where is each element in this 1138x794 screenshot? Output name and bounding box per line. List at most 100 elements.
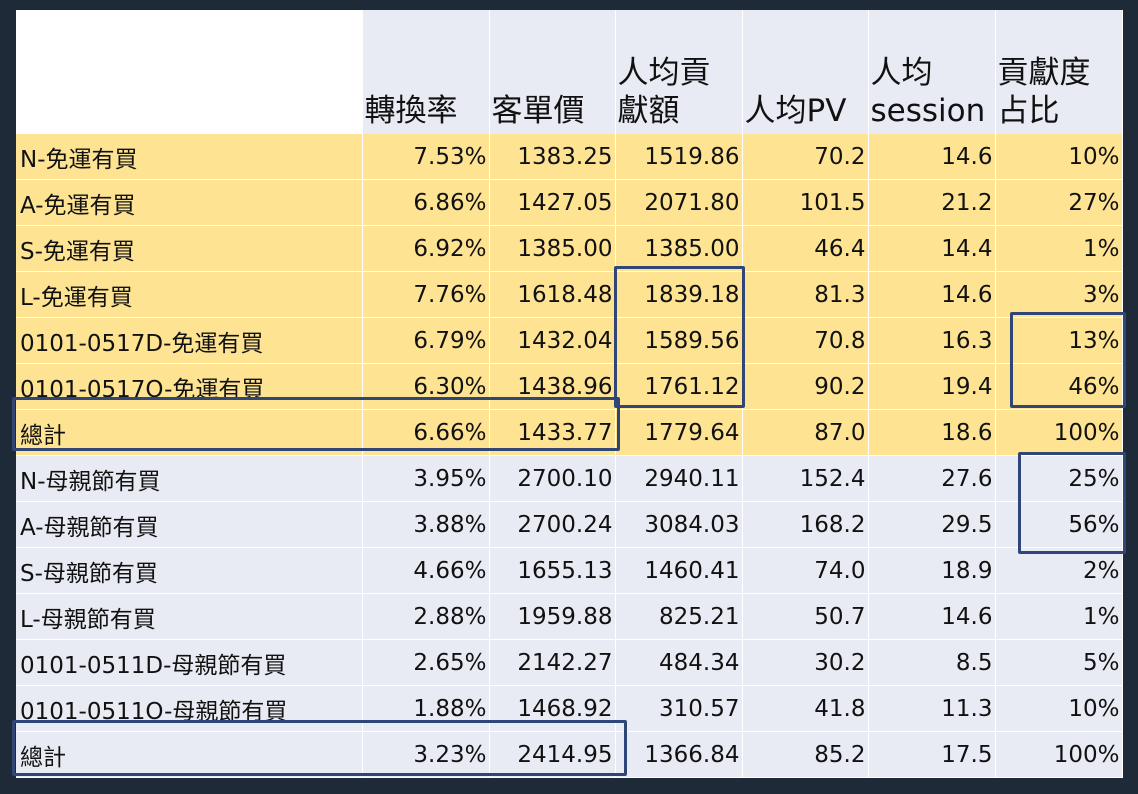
- table-cell: 1.88%: [362, 685, 490, 732]
- table-cell: 1383.25: [489, 134, 616, 180]
- table-cell: 46.4: [742, 225, 869, 272]
- table-row: S-母親節有買 4.66% 1655.13 1460.41 74.0 18.9 2%: [16, 547, 1123, 594]
- table-row: L-免運有買 7.76% 1618.48 1839.18 81.3 14.6 3%: [16, 271, 1123, 318]
- table-cell: 50.7: [742, 593, 869, 640]
- table-cell: 2071.80: [615, 179, 743, 226]
- table-cell: 101.5: [742, 179, 869, 226]
- table-cell: 1385.00: [615, 225, 743, 272]
- table-cell: 6.30%: [362, 363, 490, 410]
- table-cell: 46%: [995, 363, 1123, 410]
- row-label: L-母親節有買: [16, 593, 363, 640]
- table-cell: 41.8: [742, 685, 869, 732]
- table-cell: 825.21: [615, 593, 743, 640]
- table-body: N-免運有買 7.53% 1383.25 1519.86 70.2 14.6 10% A-免運…: [16, 134, 1123, 778]
- table-cell: 70.8: [742, 317, 869, 364]
- table-cell: 13%: [995, 317, 1123, 364]
- table-cell: 2142.27: [489, 639, 616, 686]
- table-cell: 6.86%: [362, 179, 490, 226]
- table-cell: 16.3: [868, 317, 996, 364]
- table-cell: 1839.18: [615, 271, 743, 318]
- table-cell: 1655.13: [489, 547, 616, 594]
- table-cell: 1366.84: [615, 731, 743, 778]
- table-cell: 1433.77: [489, 409, 616, 456]
- row-label: N-免運有買: [16, 134, 363, 180]
- row-label: L-免運有買: [16, 271, 363, 318]
- table-row: N-免運有買 7.53% 1383.25 1519.86 70.2 14.6 10%: [16, 134, 1123, 180]
- table-cell: 6.92%: [362, 225, 490, 272]
- table-cell: 56%: [995, 501, 1123, 548]
- table-cell: 100%: [995, 731, 1123, 778]
- table-cell: 310.57: [615, 685, 743, 732]
- table-cell: 3.23%: [362, 731, 490, 778]
- table-cell: 6.66%: [362, 409, 490, 456]
- table-cell: 1468.92: [489, 685, 616, 732]
- table-cell: 2414.95: [489, 731, 616, 778]
- row-label: S-免運有買: [16, 225, 363, 272]
- table-row: 0101-0511D-母親節有買 2.65% 2142.27 484.34 30.2 8.…: [16, 639, 1123, 686]
- table-cell: 18.6: [868, 409, 996, 456]
- row-label: 總計: [16, 731, 363, 778]
- table-cell: 1618.48: [489, 271, 616, 318]
- table-cell: 6.79%: [362, 317, 490, 364]
- table-cell: 70.2: [742, 134, 869, 180]
- table-cell: 17.5: [868, 731, 996, 778]
- table-row: S-免運有買 6.92% 1385.00 1385.00 46.4 14.4 1%: [16, 225, 1123, 272]
- table-row: N-母親節有買 3.95% 2700.10 2940.11 152.4 27.6 25%: [16, 455, 1123, 502]
- table-cell: 10%: [995, 685, 1123, 732]
- table-cell: 81.3: [742, 271, 869, 318]
- table-cell: 2700.10: [489, 455, 616, 502]
- table-cell: 21.2: [868, 179, 996, 226]
- table-cell: 1432.04: [489, 317, 616, 364]
- table-cell: 87.0: [742, 409, 869, 456]
- table-cell: 168.2: [742, 501, 869, 548]
- table-cell: 25%: [995, 455, 1123, 502]
- table-cell: 1438.96: [489, 363, 616, 410]
- table-cell: 14.6: [868, 593, 996, 640]
- row-label: 0101-0511O-母親節有買: [16, 685, 363, 732]
- row-label: A-母親節有買: [16, 501, 363, 548]
- table-row: 總計 6.66% 1433.77 1779.64 87.0 18.6 100%: [16, 409, 1123, 456]
- table-cell: 27.6: [868, 455, 996, 502]
- table-cell: 1385.00: [489, 225, 616, 272]
- table-cell: 2.65%: [362, 639, 490, 686]
- table-row: A-免運有買 6.86% 1427.05 2071.80 101.5 21.2 27%: [16, 179, 1123, 226]
- table-row: 0101-0517O-免運有買 6.30% 1438.96 1761.12 90.2 19…: [16, 363, 1123, 410]
- header-contribution-share: 貢獻度 占比: [995, 10, 1123, 134]
- table-row: 總計 3.23% 2414.95 1366.84 85.2 17.5 100%: [16, 731, 1123, 778]
- table-cell: 85.2: [742, 731, 869, 778]
- row-label: S-母親節有買: [16, 547, 363, 594]
- table-cell: 90.2: [742, 363, 869, 410]
- table-cell: 484.34: [615, 639, 743, 686]
- table-cell: 2940.11: [615, 455, 743, 502]
- header-pv-per-user: 人均PV: [742, 10, 869, 134]
- table-cell: 1589.56: [615, 317, 743, 364]
- table-cell: 100%: [995, 409, 1123, 456]
- table-row: 0101-0511O-母親節有買 1.88% 1468.92 310.57 41.8 11…: [16, 685, 1123, 732]
- table-cell: 10%: [995, 134, 1123, 180]
- table-row: 0101-0517D-免運有買 6.79% 1432.04 1589.56 70.8 16…: [16, 317, 1123, 364]
- row-label: 0101-0517O-免運有買: [16, 363, 363, 410]
- table-cell: 2.88%: [362, 593, 490, 640]
- table-cell: 3.88%: [362, 501, 490, 548]
- header-session-per-user: 人均 session: [868, 10, 996, 134]
- row-label: A-免運有買: [16, 179, 363, 226]
- table-cell: 1%: [995, 593, 1123, 640]
- table-cell: 19.4: [868, 363, 996, 410]
- table-cell: 7.76%: [362, 271, 490, 318]
- table-row: A-母親節有買 3.88% 2700.24 3084.03 168.2 29.5 56%: [16, 501, 1123, 548]
- table-cell: 152.4: [742, 455, 869, 502]
- header-label-blank: [16, 10, 363, 134]
- header-row: 轉換率 客單價 人均貢 獻額 人均PV 人均 session 貢獻度 占比: [16, 10, 1123, 134]
- table-cell: 74.0: [742, 547, 869, 594]
- table-cell: 3084.03: [615, 501, 743, 548]
- table-cell: 7.53%: [362, 134, 490, 180]
- table-cell: 1460.41: [615, 547, 743, 594]
- table-row: L-母親節有買 2.88% 1959.88 825.21 50.7 14.6 1%: [16, 593, 1123, 640]
- header-conversion-rate: 轉換率: [362, 10, 490, 134]
- row-label: N-母親節有買: [16, 455, 363, 502]
- table-cell: 8.5: [868, 639, 996, 686]
- table-cell: 30.2: [742, 639, 869, 686]
- table-cell: 1761.12: [615, 363, 743, 410]
- table-cell: 1779.64: [615, 409, 743, 456]
- table-cell: 1959.88: [489, 593, 616, 640]
